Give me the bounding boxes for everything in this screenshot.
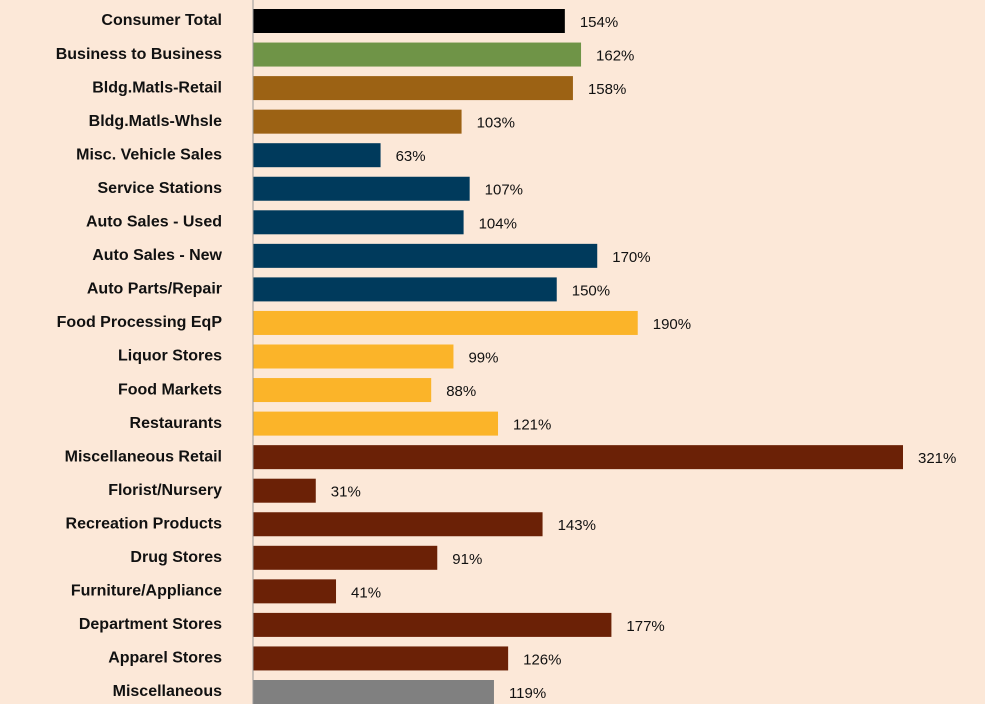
bar xyxy=(253,143,381,168)
category-label: Bldg.Matls-Retail xyxy=(92,79,222,96)
value-label: 150% xyxy=(572,282,610,299)
category-label: Food Processing EqP xyxy=(57,314,223,331)
category-label: Florist/Nursery xyxy=(108,482,222,499)
bar xyxy=(253,445,903,470)
value-label: 143% xyxy=(558,517,596,534)
bar xyxy=(253,512,543,537)
category-label: Restaurants xyxy=(130,415,223,432)
bar xyxy=(253,545,438,570)
bar xyxy=(253,243,598,268)
bar xyxy=(253,579,337,604)
value-label: 107% xyxy=(485,182,523,199)
category-label: Drug Stores xyxy=(130,549,222,566)
value-label: 31% xyxy=(331,484,361,501)
category-label: Department Stores xyxy=(79,616,222,633)
value-label: 63% xyxy=(396,148,426,165)
bar xyxy=(253,42,582,67)
value-label: 104% xyxy=(479,215,517,232)
category-label: Misc. Vehicle Sales xyxy=(76,146,222,163)
value-label: 162% xyxy=(596,48,634,65)
value-label: 99% xyxy=(468,349,498,366)
bar xyxy=(253,478,316,503)
value-label: 321% xyxy=(918,450,956,467)
value-label: 158% xyxy=(588,81,626,98)
value-label: 41% xyxy=(351,584,381,601)
bar xyxy=(253,277,557,302)
value-label: 88% xyxy=(446,383,476,400)
category-label: Apparel Stores xyxy=(108,650,222,667)
bar xyxy=(253,76,573,101)
category-label: Furniture/Appliance xyxy=(71,583,222,600)
bar xyxy=(253,344,454,369)
value-label: 91% xyxy=(452,551,482,568)
bar xyxy=(253,378,432,403)
value-label: 170% xyxy=(612,249,650,266)
value-label: 126% xyxy=(523,651,561,668)
bar xyxy=(253,109,462,134)
bar xyxy=(253,411,499,436)
bar xyxy=(253,9,565,33)
category-label: Miscellaneous Retail xyxy=(65,448,222,465)
category-label: Recreation Products xyxy=(66,515,223,532)
category-label: Auto Parts/Repair xyxy=(87,281,222,298)
category-label: Miscellaneous xyxy=(113,683,222,700)
value-label: 154% xyxy=(580,14,618,31)
value-label: 121% xyxy=(513,417,551,434)
bar xyxy=(253,646,509,671)
category-label: Food Markets xyxy=(118,381,222,398)
value-label: 119% xyxy=(509,685,546,702)
category-label: Auto Sales - New xyxy=(92,247,222,264)
bar xyxy=(253,612,612,637)
value-label: 177% xyxy=(626,618,664,635)
value-label: 190% xyxy=(653,316,691,333)
category-label: Liquor Stores xyxy=(118,348,222,365)
category-label: Bldg.Matls-Whsle xyxy=(89,113,222,130)
bar xyxy=(253,176,470,201)
category-label: Auto Sales - Used xyxy=(86,214,222,231)
bar xyxy=(253,680,494,704)
bar xyxy=(253,210,464,235)
value-label: 103% xyxy=(477,115,515,132)
category-label: Consumer Total xyxy=(101,12,222,29)
category-label: Business to Business xyxy=(56,46,222,63)
category-label: Service Stations xyxy=(98,180,223,197)
bar xyxy=(253,310,638,335)
